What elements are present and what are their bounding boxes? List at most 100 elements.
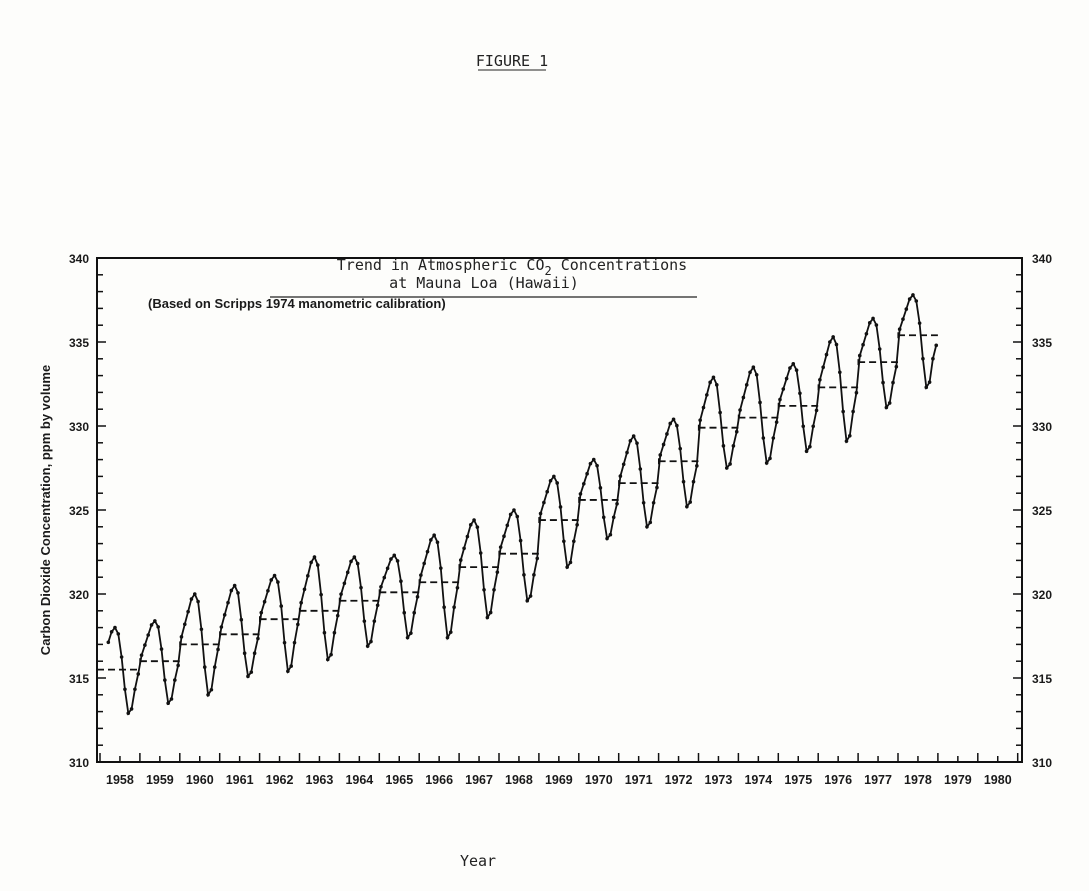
monthly-data-point: [369, 639, 373, 644]
monthly-data-point: [485, 615, 490, 620]
x-tick-label: 1969: [545, 773, 573, 787]
monthly-data-point: [482, 588, 486, 592]
monthly-data-point: [472, 518, 476, 522]
monthly-data-point: [345, 570, 350, 575]
monthly-data-point: [256, 636, 260, 641]
monthly-data-point: [522, 573, 526, 577]
monthly-data-point: [173, 678, 177, 682]
monthly-data-point: [206, 693, 210, 697]
monthly-data-point: [718, 410, 722, 415]
monthly-data-point: [362, 619, 367, 623]
monthly-data-point: [448, 630, 453, 634]
y-tick-label-right: 335: [1032, 336, 1052, 350]
y-tick-label-left: 330: [69, 420, 89, 434]
x-tick-label: 1972: [665, 773, 693, 787]
monthly-data-point: [572, 539, 576, 544]
monthly-data-point: [857, 353, 862, 358]
monthly-data-point: [558, 505, 563, 509]
monthly-data-point: [468, 522, 473, 527]
monthly-data-point: [575, 522, 579, 527]
monthly-data-point: [395, 559, 400, 563]
monthly-data-point: [515, 514, 520, 519]
monthly-data-point: [601, 515, 606, 520]
monthly-data-point: [445, 635, 450, 640]
monthly-data-point: [116, 632, 121, 636]
monthly-data-point: [711, 375, 716, 380]
monthly-data-point: [379, 584, 383, 589]
monthly-data-point: [555, 481, 559, 485]
monthly-data-point: [578, 492, 583, 496]
monthly-data-point: [631, 434, 636, 438]
monthly-data-point: [638, 467, 643, 471]
monthly-data-point: [212, 665, 217, 669]
monthly-data-point: [764, 461, 769, 465]
monthly-data-point: [645, 525, 649, 529]
monthly-data-point: [751, 365, 756, 370]
monthly-data-point: [136, 672, 141, 676]
monthly-data-point: [399, 579, 403, 584]
monthly-data-point: [685, 504, 689, 509]
monthly-data-point: [581, 481, 586, 486]
monthly-data-point: [877, 347, 882, 351]
monthly-data-point: [615, 501, 619, 506]
chart-title-line1: Trend in Atmospheric CO2 Concentrations: [337, 256, 687, 278]
monthly-data-point: [768, 456, 772, 461]
x-tick-label: 1963: [306, 773, 334, 787]
monthly-data-point: [548, 478, 553, 483]
monthly-data-point: [628, 438, 633, 443]
monthly-data-point: [199, 627, 204, 632]
monthly-data-point: [342, 581, 347, 586]
monthly-data-point: [651, 500, 656, 505]
monthly-data-point: [232, 583, 237, 588]
monthly-data-point: [754, 372, 759, 377]
y-tick-label-left: 315: [69, 672, 89, 686]
monthly-data-point: [478, 551, 483, 555]
monthly-data-point: [658, 453, 663, 457]
monthly-data-point: [897, 327, 902, 332]
y-tick-label-right: 340: [1032, 252, 1052, 266]
y-tick-label-right: 330: [1032, 420, 1052, 434]
monthly-data-point: [801, 424, 806, 429]
y-axis-label: Carbon Dioxide Concentration, ppm by vol…: [38, 365, 53, 655]
monthly-data-point: [591, 457, 596, 462]
x-tick-label: 1967: [465, 773, 493, 787]
monthly-data-point: [731, 444, 736, 448]
monthly-data-point: [229, 588, 234, 593]
monthly-data-point: [375, 603, 380, 608]
monthly-data-point: [182, 622, 187, 627]
y-tick-label-right: 325: [1032, 504, 1052, 518]
monthly-data-point: [675, 423, 679, 428]
monthly-data-point: [309, 560, 313, 565]
monthly-data-point: [166, 701, 170, 705]
y-tick-label-right: 315: [1032, 672, 1052, 686]
monthly-data-point: [867, 321, 872, 325]
monthly-data-point: [196, 599, 200, 604]
x-tick-label: 1977: [864, 773, 892, 787]
monthly-data-point: [163, 678, 167, 682]
monthly-data-point: [518, 538, 523, 543]
monthly-data-point: [641, 500, 646, 505]
monthly-data-point: [701, 405, 706, 410]
monthly-data-point: [821, 365, 825, 370]
monthly-data-point: [808, 444, 812, 449]
monthly-data-point: [568, 560, 573, 565]
monthly-data-point: [209, 687, 214, 692]
monthly-data-point: [728, 462, 732, 466]
x-tick-label: 1964: [345, 773, 373, 787]
monthly-data-point: [788, 366, 792, 370]
monthly-data-point: [901, 317, 905, 321]
monthly-data-point: [226, 600, 230, 605]
monthly-data-point: [129, 707, 134, 711]
monthly-data-point: [222, 613, 227, 617]
monthly-data-point: [495, 570, 500, 574]
x-tick-label: 1958: [106, 773, 134, 787]
monthly-data-point: [811, 424, 816, 429]
monthly-data-point: [289, 664, 293, 668]
monthly-data-point: [648, 520, 653, 525]
monthly-data-point: [655, 485, 659, 490]
x-tick-label: 1961: [226, 773, 254, 787]
monthly-data-point: [621, 462, 626, 467]
monthly-data-point: [505, 523, 510, 528]
monthly-data-point: [389, 557, 393, 561]
